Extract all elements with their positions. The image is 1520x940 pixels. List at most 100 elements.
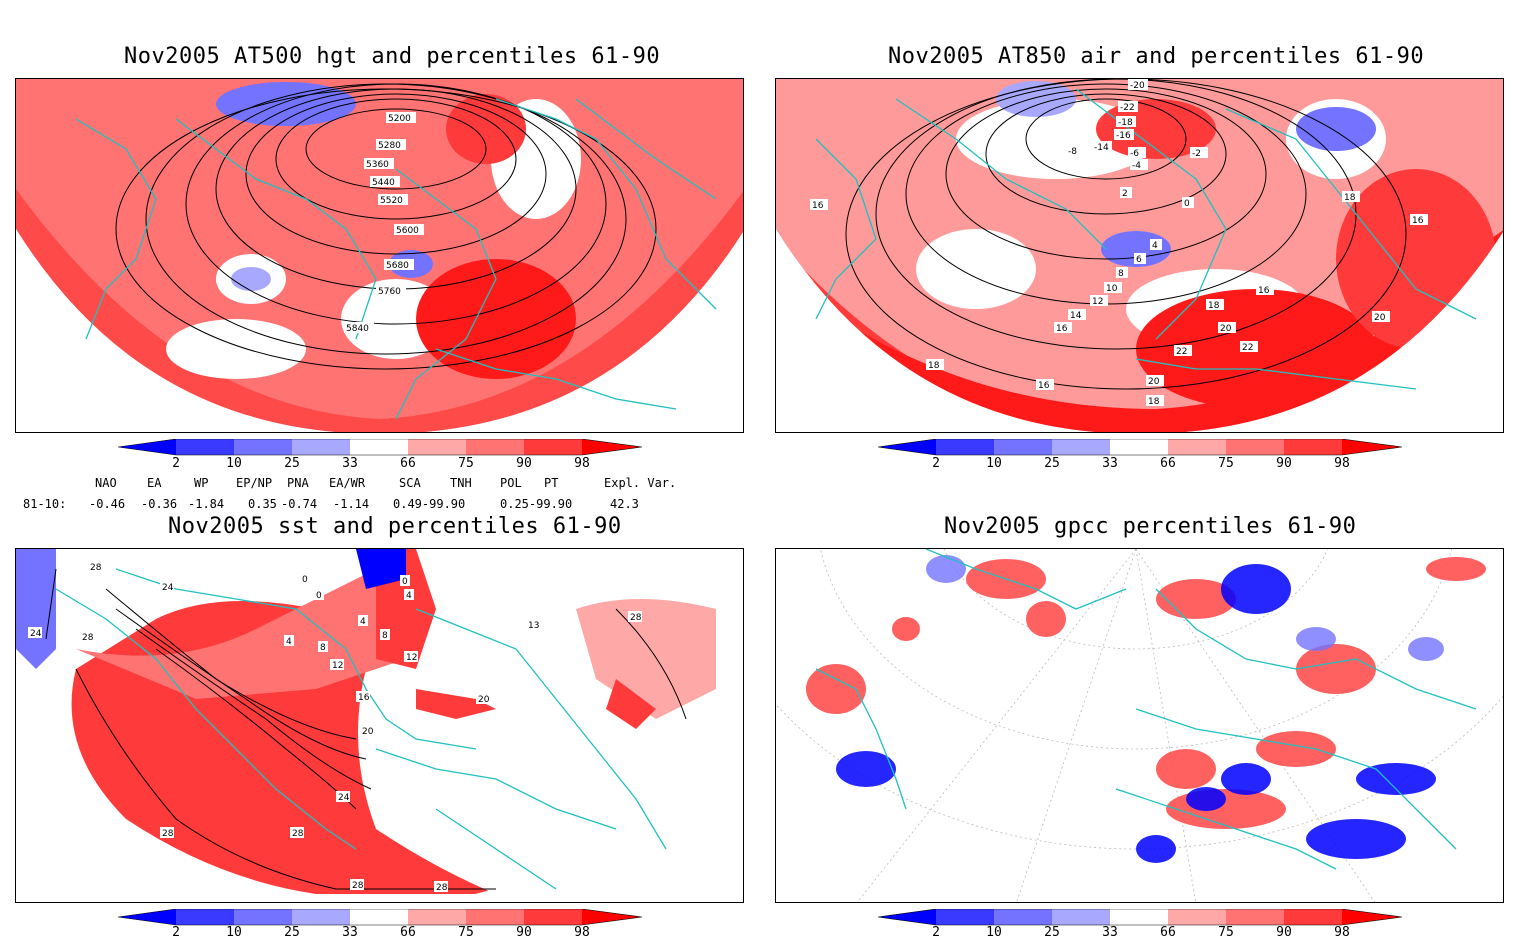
- map-gpcc-svg: [776, 549, 1503, 902]
- contour-label-20: 20: [1220, 324, 1232, 334]
- sst-label-24b: 24: [30, 629, 42, 639]
- colorbar-top-right: 2 10 25 33 66 75 90 98: [877, 438, 1403, 477]
- idx-eawr-header: EA/WR: [329, 476, 366, 490]
- sst-label-0c: 0: [402, 577, 408, 587]
- contour-label-20b: 20: [1148, 377, 1160, 387]
- sst-label-28a: 28: [90, 563, 102, 573]
- sst-label-28b: 28: [82, 633, 94, 643]
- contour-label-5360: 5360: [366, 160, 389, 170]
- contour-label-m18: -18: [1118, 118, 1133, 128]
- contour-label-0: 0: [1184, 199, 1190, 209]
- cbar-label-2: 2: [172, 925, 180, 940]
- contour-label-8: 8: [1118, 269, 1124, 279]
- contour-label-22: 22: [1176, 347, 1187, 357]
- contour-label-5600: 5600: [396, 226, 419, 236]
- cbar-label-33: 33: [342, 456, 358, 471]
- idx-pna-value: -0.74: [281, 497, 318, 511]
- contour-label-18c: 18: [928, 361, 940, 371]
- cbar-label-98: 98: [574, 456, 590, 471]
- contour-label-m2: -2: [1192, 149, 1201, 159]
- contour-label-2: 2: [1122, 189, 1128, 199]
- colorbar-bottom-right-svg: [877, 908, 1403, 926]
- contour-label-4: 4: [1152, 241, 1158, 251]
- colorbar-bottom-right: 2 10 25 33 66 75 90 98: [877, 908, 1403, 940]
- contour-label-18d: 18: [1344, 193, 1356, 203]
- contour-label-m8: -8: [1068, 147, 1077, 157]
- sst-label-24a: 24: [162, 583, 174, 593]
- colorbar-bottom-left: 2 10 25 33 66 75 90 98: [117, 908, 643, 940]
- cbar-label-90: 90: [516, 925, 532, 940]
- sst-label-4c: 4: [286, 637, 292, 647]
- contour-label-5280: 5280: [378, 141, 401, 151]
- contour-label-m14: -14: [1094, 143, 1109, 153]
- contour-label-5760: 5760: [378, 287, 401, 297]
- map-at500-hgt: 5200 5280 5360 5440 5520 5600 5680 5760 …: [15, 78, 744, 433]
- map-at500-svg: 5200 5280 5360 5440 5520 5600 5680 5760 …: [16, 79, 743, 432]
- sst-label-28d: 28: [292, 829, 304, 839]
- sst-label-16: 16: [358, 693, 370, 703]
- contour-label-5520: 5520: [380, 196, 403, 206]
- idx-nao-value: -0.46: [89, 497, 126, 511]
- cbar-label-90: 90: [516, 456, 532, 471]
- idx-sca-value: 0.49-99.90: [393, 497, 466, 511]
- sst-label-20b: 20: [478, 695, 490, 705]
- cbar-label-33: 33: [1102, 925, 1118, 940]
- sst-label-4b: 4: [360, 617, 366, 627]
- panel-title-sst: Nov2005 sst and percentiles 61-90: [168, 514, 622, 539]
- idx-pol-header: POL: [500, 476, 522, 490]
- contour-label-5440: 5440: [372, 178, 395, 188]
- idx-pna-header: PNA: [287, 476, 309, 490]
- contour-label-16c: 16: [1038, 381, 1050, 391]
- cbar-label-75: 75: [1218, 456, 1234, 471]
- contour-label-10: 10: [1106, 284, 1118, 294]
- contour-label-m6: -6: [1130, 149, 1139, 159]
- sst-label-28e: 28: [352, 881, 364, 891]
- contour-label-16d: 16: [812, 201, 824, 211]
- map-at850-air: -20 -22 -18 -16 -14 -8 -6 -4 -2 2 0 4 6 …: [775, 78, 1504, 433]
- cbar-label-90: 90: [1276, 456, 1292, 471]
- cbar-label-33: 33: [342, 925, 358, 940]
- contour-label-5840: 5840: [346, 324, 369, 334]
- contour-label-16e: 16: [1412, 216, 1424, 226]
- map-at850-svg: -20 -22 -18 -16 -14 -8 -6 -4 -2 2 0 4 6 …: [776, 79, 1503, 432]
- panel-title-at850: Nov2005 AT850 air and percentiles 61-90: [888, 44, 1425, 69]
- cbar-label-66: 66: [400, 925, 416, 940]
- contour-label-20c: 20: [1374, 313, 1386, 323]
- sst-label-0b: 0: [316, 591, 322, 601]
- contour-label-m16: -16: [1116, 131, 1131, 141]
- map-sst-svg: 28 24 24 28 0 0 4 0 4 4 8 13 8 12 12 16 …: [16, 549, 743, 902]
- cbar-label-98: 98: [1334, 456, 1350, 471]
- panel-title-at500: Nov2005 AT500 hgt and percentiles 61-90: [124, 44, 661, 69]
- cbar-label-10: 10: [986, 456, 1002, 471]
- contour-label-6: 6: [1136, 255, 1142, 265]
- sst-label-28g: 28: [630, 613, 642, 623]
- contour-label-16b: 16: [1258, 286, 1270, 296]
- contour-label-18b: 18: [1148, 397, 1160, 407]
- cbar-label-2: 2: [932, 925, 940, 940]
- sst-label-12a: 12: [332, 661, 343, 671]
- sst-label-8b: 8: [320, 643, 326, 653]
- contour-label-22b: 22: [1242, 343, 1253, 353]
- contour-label-16: 16: [1056, 324, 1068, 334]
- cbar-label-75: 75: [458, 456, 474, 471]
- contour-label-12: 12: [1092, 297, 1103, 307]
- idx-pt-header: PT: [544, 476, 559, 490]
- idx-sca-header: SCA: [399, 476, 421, 490]
- contour-label-5680: 5680: [386, 261, 409, 271]
- sst-label-24c: 24: [338, 793, 350, 803]
- idx-ea-value: -0.36: [141, 497, 178, 511]
- colorbar-top-right-svg: [877, 438, 1403, 456]
- contour-label-14: 14: [1070, 311, 1082, 321]
- cbar-label-98: 98: [1334, 925, 1350, 940]
- cbar-label-10: 10: [226, 925, 242, 940]
- idx-explvar-header: Expl. Var.: [604, 476, 677, 490]
- sst-label-20a: 20: [362, 727, 374, 737]
- cbar-label-10: 10: [986, 925, 1002, 940]
- sst-label-0a: 0: [302, 575, 308, 585]
- cbar-label-66: 66: [400, 456, 416, 471]
- idx-pol-value: 0.25-99.90: [500, 497, 573, 511]
- cbar-label-66: 66: [1160, 456, 1176, 471]
- colorbar-top-left-svg: [117, 438, 643, 456]
- cbar-label-2: 2: [932, 456, 940, 471]
- idx-tnh-header: TNH: [450, 476, 472, 490]
